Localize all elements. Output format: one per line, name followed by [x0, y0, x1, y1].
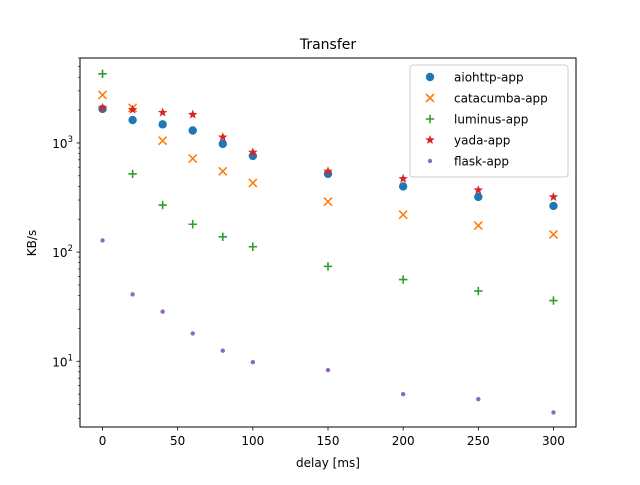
data-point: [188, 153, 198, 164]
data-point: [248, 242, 258, 251]
legend-marker: [425, 135, 435, 145]
x-tick-label: 300: [542, 434, 565, 448]
data-point: [398, 275, 408, 284]
data-point: [398, 173, 408, 183]
data-point: [398, 182, 408, 191]
data-point: [551, 410, 556, 415]
data-point: [158, 120, 167, 129]
data-point: [130, 292, 135, 297]
x-tick-label: 150: [317, 434, 340, 448]
legend-label: flask-app: [454, 155, 509, 169]
data-point: [400, 391, 406, 397]
data-point: [128, 169, 137, 179]
data-point: [248, 178, 258, 188]
x-tick-label: 200: [392, 434, 415, 448]
data-point: [127, 104, 138, 114]
data-point: [250, 360, 256, 365]
data-point: [188, 220, 197, 229]
plot-area: [97, 69, 559, 415]
data-point: [248, 147, 258, 157]
data-point: [158, 136, 168, 146]
x-tick-label: 250: [467, 434, 490, 448]
data-point: [98, 69, 107, 78]
data-point: [473, 185, 484, 195]
data-point: [218, 139, 227, 149]
data-point: [220, 348, 225, 353]
data-point: [157, 107, 168, 117]
series-luminus-app: [98, 69, 558, 305]
x-tick-label: 100: [241, 434, 264, 448]
x-axis-label: delay [ms]: [296, 456, 360, 470]
chart-title: Transfer: [299, 37, 357, 53]
data-point: [97, 90, 108, 100]
legend-marker: [427, 158, 433, 164]
legend-item: yada-app: [425, 134, 510, 148]
y-axis-label: KB/s: [25, 230, 39, 256]
data-point: [218, 132, 228, 142]
axis-ticks: 0 50 100 150 200 250 300 101 102 103: [52, 57, 565, 448]
x-tick-label: 50: [170, 434, 185, 448]
data-point: [190, 331, 195, 336]
legend-marker: [425, 72, 435, 82]
data-point: [188, 126, 197, 135]
legend-label: aiohttp-app: [454, 71, 524, 85]
data-point: [187, 109, 198, 119]
data-point: [325, 367, 331, 373]
legend-item: aiohttp-app: [425, 71, 524, 85]
data-point: [548, 229, 559, 240]
data-point: [474, 192, 483, 202]
legend-item: flask-app: [427, 155, 509, 169]
x-tick-label: 0: [99, 434, 107, 448]
legend-marker: [425, 114, 435, 124]
data-point: [128, 115, 137, 125]
data-point: [473, 221, 483, 231]
legend-label: luminus-app: [454, 113, 528, 127]
data-point: [549, 296, 558, 305]
legend-box: [409, 64, 569, 178]
y-tick-label: 102: [52, 244, 73, 260]
data-point: [548, 191, 559, 202]
data-point: [398, 210, 408, 220]
data-point: [323, 262, 333, 271]
data-point: [323, 166, 333, 176]
series-yada-app: [97, 102, 559, 202]
legend-marker: [425, 93, 435, 103]
legend-label: yada-app: [454, 134, 510, 148]
y-tick-label: 103: [52, 135, 73, 151]
data-point: [323, 197, 333, 207]
legend-item: catacumba-app: [425, 92, 548, 106]
series-flask-app: [100, 238, 556, 415]
data-point: [158, 200, 167, 210]
data-point: [218, 166, 228, 176]
data-point: [549, 201, 558, 211]
data-point: [476, 396, 481, 402]
legend-label: catacumba-app: [454, 92, 548, 106]
series-catacumba-app: [97, 90, 559, 240]
data-point: [218, 232, 227, 242]
legend: aiohttp-app catacumba-app luminus-app yada-…: [409, 64, 569, 178]
data-point: [100, 238, 105, 243]
data-point: [97, 102, 108, 112]
legend-item: luminus-app: [425, 113, 528, 127]
data-point: [160, 309, 165, 314]
y-tick-label: 101: [52, 353, 73, 369]
data-point: [474, 286, 483, 296]
